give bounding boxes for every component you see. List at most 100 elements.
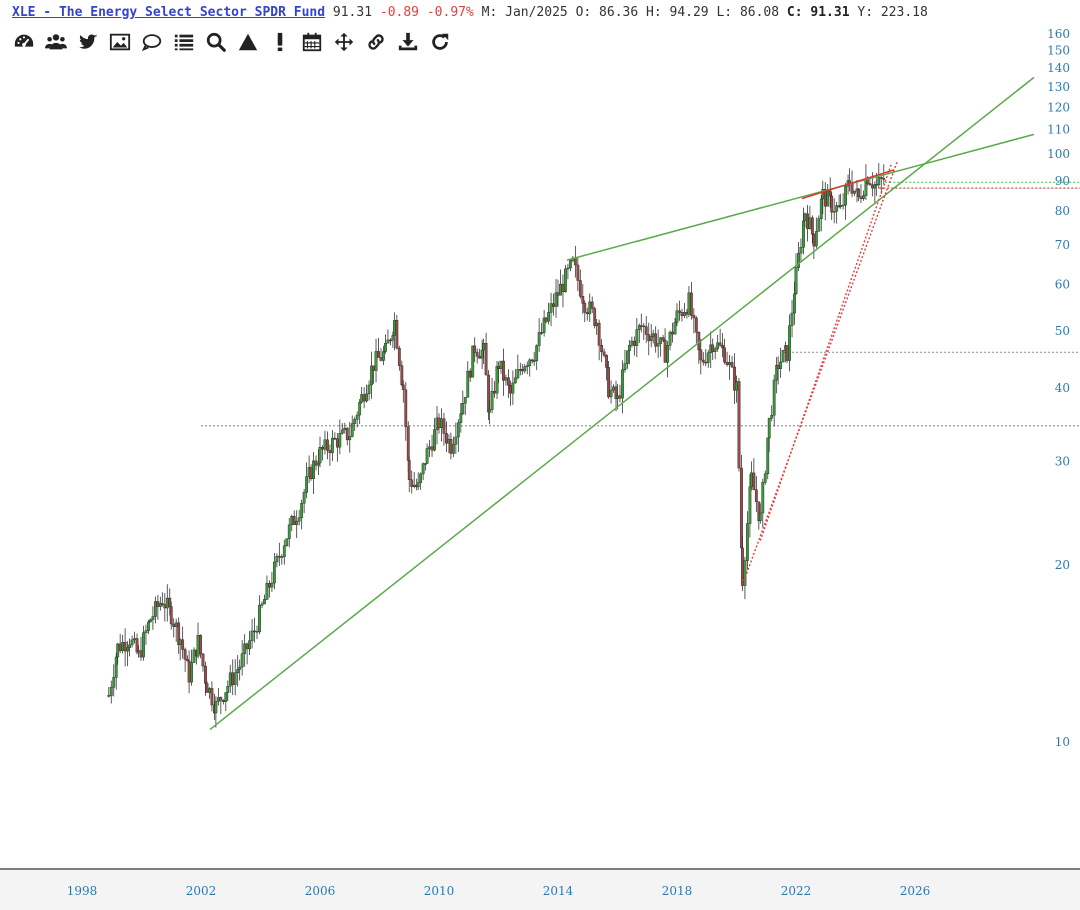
candle-body	[740, 467, 743, 549]
candle-body	[389, 339, 392, 342]
candle-body	[810, 217, 814, 235]
candle-body	[362, 394, 366, 402]
candle-body	[285, 538, 289, 547]
resistance-trendline	[566, 133, 1035, 261]
candle-body	[282, 545, 286, 557]
candle-body	[456, 422, 460, 438]
candle-body	[525, 365, 529, 368]
candle-body	[730, 362, 734, 368]
calendar-icon[interactable]	[298, 30, 325, 54]
comment-icon[interactable]	[138, 30, 165, 54]
candle-body	[219, 697, 223, 701]
candle-body	[718, 342, 722, 346]
candle-body	[365, 393, 369, 402]
candle-body	[607, 367, 610, 398]
candle-body	[826, 190, 830, 207]
candle-body	[748, 486, 752, 524]
last-price: 91.31	[332, 5, 373, 20]
candle-body	[231, 672, 235, 685]
image-icon[interactable]	[106, 30, 133, 54]
candle-body	[295, 520, 299, 525]
candle-body	[713, 348, 717, 352]
refresh-icon[interactable]	[426, 30, 453, 54]
y-tick-label: 100	[1047, 147, 1070, 161]
candle-body	[186, 659, 190, 662]
ticker-link[interactable]: XLE - The Energy Select Sector SPDR Fund	[12, 5, 326, 20]
candle-body	[372, 365, 375, 371]
triangle-icon[interactable]	[234, 30, 261, 54]
candle-body	[226, 686, 230, 693]
candle-body	[459, 413, 463, 423]
candle-body	[716, 342, 720, 350]
candle-body	[535, 345, 539, 361]
candle-body	[621, 369, 624, 399]
candle-body	[583, 303, 587, 313]
yield-label: Y:	[857, 5, 874, 20]
candle-body	[228, 672, 232, 687]
list-icon[interactable]	[170, 30, 197, 54]
candle-body	[649, 336, 653, 341]
candle-body	[440, 418, 443, 428]
high-label: H:	[646, 5, 662, 20]
close-value: 91.31	[810, 5, 850, 20]
candle-body	[199, 635, 202, 655]
candle-body	[839, 205, 843, 207]
candle-body	[704, 361, 708, 364]
candle-body	[746, 523, 749, 561]
candle-body	[651, 333, 655, 337]
y-tick-label: 150	[1047, 43, 1070, 57]
candle-body	[451, 444, 455, 454]
candle-body	[561, 283, 565, 293]
candle-body	[699, 349, 703, 361]
candle-body	[752, 472, 756, 491]
y-tick-label: 60	[1055, 277, 1070, 291]
candle-body	[511, 382, 515, 394]
x-tick-label: 2006	[305, 884, 336, 898]
candle-body	[412, 484, 416, 487]
y-tick-label: 90	[1055, 174, 1070, 188]
y-tick-label: 130	[1047, 80, 1070, 94]
candle-body	[767, 417, 771, 439]
candle-body	[680, 312, 684, 316]
candle-body	[721, 345, 725, 349]
candle-body	[493, 391, 496, 394]
download-icon[interactable]	[394, 30, 421, 54]
candle-body	[632, 340, 636, 346]
dashboard-icon[interactable]	[10, 30, 37, 54]
candle-body	[559, 283, 562, 296]
candle-body	[623, 363, 627, 371]
candle-body	[637, 325, 641, 330]
candle-body	[758, 512, 762, 521]
candle-body	[424, 463, 428, 465]
candle-body	[573, 257, 577, 266]
candle-body	[221, 700, 225, 702]
candle-body	[204, 665, 207, 684]
exclamation-icon[interactable]	[266, 30, 293, 54]
users-icon[interactable]	[42, 30, 69, 54]
candle-body	[528, 359, 532, 367]
candle-body	[240, 653, 244, 668]
candle-body	[367, 384, 371, 395]
candle-body	[461, 403, 465, 414]
candle-body	[384, 343, 387, 352]
candle-body	[817, 218, 821, 232]
candle-body	[597, 322, 601, 346]
search-icon[interactable]	[202, 30, 229, 54]
candle-body	[353, 419, 357, 424]
candle-body	[694, 317, 698, 333]
candle-body	[868, 183, 872, 186]
candle-body	[144, 630, 148, 634]
candle-body	[130, 639, 134, 646]
candle-body	[430, 446, 434, 451]
candle-body	[156, 601, 160, 607]
candle-body	[196, 635, 200, 657]
twitter-icon[interactable]	[74, 30, 101, 54]
candle-body	[201, 653, 205, 667]
link-icon[interactable]	[362, 30, 389, 54]
candle-body	[595, 322, 599, 326]
candle-body	[314, 460, 318, 466]
candle-body	[857, 188, 860, 197]
candle-body	[178, 639, 182, 645]
move-icon[interactable]	[330, 30, 357, 54]
